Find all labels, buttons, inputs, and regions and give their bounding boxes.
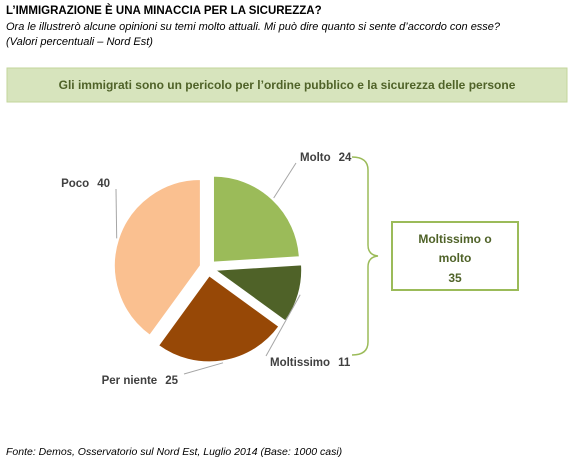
annotation-value: 35 [448, 271, 462, 285]
pie-slice [212, 175, 300, 263]
annotation-line: molto [439, 251, 472, 265]
bracket [351, 156, 379, 356]
leader-line [115, 188, 118, 239]
value-label: 11 [338, 357, 351, 369]
slice-label: Per niente 25 [102, 375, 179, 387]
question: Gli immigrati sono un pericolo per l’ord… [59, 78, 516, 92]
annotation-line: Moltissimo o [418, 232, 491, 246]
slice-label: Molto 24 [300, 152, 352, 164]
category-label: Poco [61, 178, 89, 190]
subtitle: (Valori percentuali – Nord Est) [6, 36, 153, 48]
title: L’IMMIGRAZIONE È UNA MINACCIA PER LA SIC… [6, 4, 322, 17]
leader-line [183, 362, 224, 375]
leader-line [265, 294, 301, 357]
value-label: 25 [165, 375, 178, 387]
value-label: 24 [339, 152, 352, 164]
slice-label: Poco 40 [61, 178, 110, 190]
slice-label: Moltissimo 11 [270, 357, 351, 369]
source: Fonte: Demos, Osservatorio sul Nord Est,… [6, 446, 342, 458]
category-label: Moltissimo [270, 357, 330, 369]
annotation-box [391, 221, 519, 291]
annotation-text: Moltissimo o molto [418, 232, 491, 265]
subtitle: Ora le illustrerò alcune opinioni su tem… [6, 21, 501, 33]
pie-slice [158, 275, 280, 363]
category-label: Molto [300, 152, 331, 164]
pie-slice [113, 179, 201, 336]
leader-line [273, 162, 297, 199]
value-label: 40 [97, 178, 110, 190]
question-banner [6, 67, 568, 103]
category-label: Per niente [102, 375, 158, 387]
